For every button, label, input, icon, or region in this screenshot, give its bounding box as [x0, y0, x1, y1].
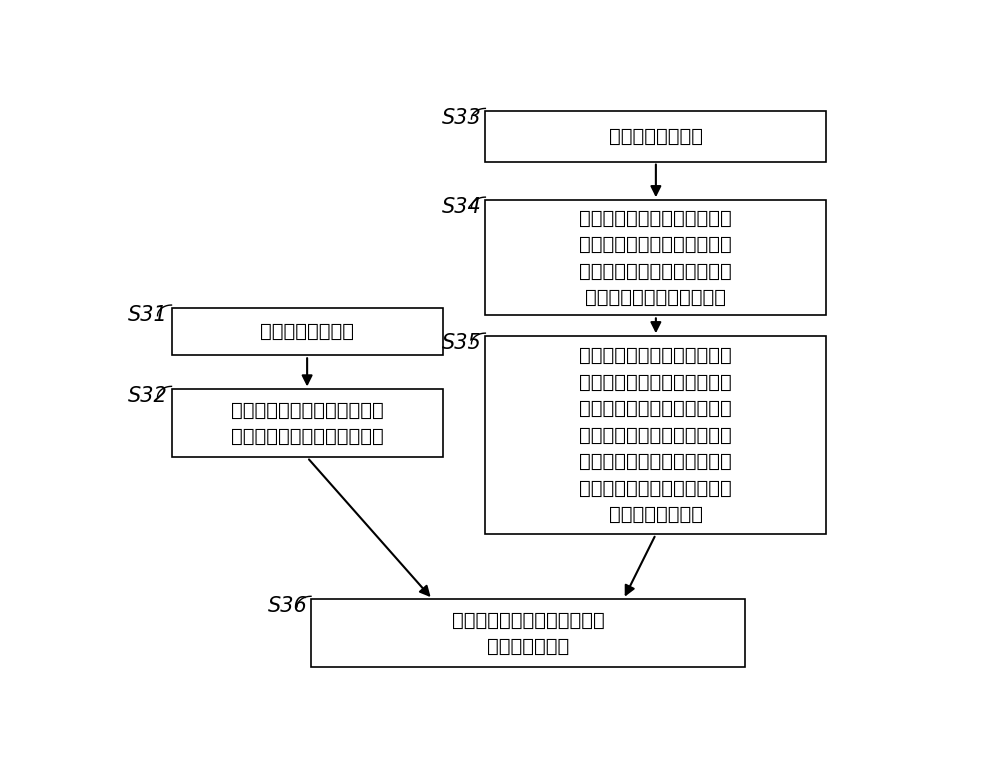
- FancyBboxPatch shape: [485, 111, 826, 161]
- FancyBboxPatch shape: [485, 336, 826, 535]
- Text: S33: S33: [442, 108, 482, 128]
- Text: 在第一衬底基材上依次形成彩
色滤光片、保护层和公共电极: 在第一衬底基材上依次形成彩 色滤光片、保护层和公共电极: [231, 401, 384, 446]
- FancyBboxPatch shape: [172, 308, 443, 356]
- Text: S32: S32: [128, 386, 168, 406]
- Text: S31: S31: [128, 305, 168, 325]
- Text: S34: S34: [442, 197, 482, 217]
- Text: 提供第二衬底基材: 提供第二衬底基材: [609, 127, 703, 146]
- Text: 提供第一衬底基材: 提供第一衬底基材: [260, 322, 354, 341]
- Text: S35: S35: [442, 333, 482, 353]
- FancyBboxPatch shape: [311, 599, 745, 667]
- Text: S36: S36: [267, 596, 307, 616]
- Text: 对第一衬底基材和第二衬底基
材进行成盒制程: 对第一衬底基材和第二衬底基 材进行成盒制程: [452, 611, 604, 656]
- Text: 在接触孔中形成像素电极，使
得像素电极通过接触孔与薄膜
晶体管的漏极电连接，像素电
极为柱状结构且其顶面高于平
坦层的顶面，在沿平行于第二
衬底基材的方向上像素: 在接触孔中形成像素电极，使 得像素电极通过接触孔与薄膜 晶体管的漏极电连接，像素…: [580, 346, 732, 524]
- Text: 在第二衬底基材上依次形成薄
膜晶体管以及覆盖薄膜晶体管
的平坦层，平坦层开设有暴露
薄膜晶体管的漏极的接触孔: 在第二衬底基材上依次形成薄 膜晶体管以及覆盖薄膜晶体管 的平坦层，平坦层开设有暴…: [580, 208, 732, 307]
- FancyBboxPatch shape: [485, 200, 826, 316]
- FancyBboxPatch shape: [172, 389, 443, 457]
